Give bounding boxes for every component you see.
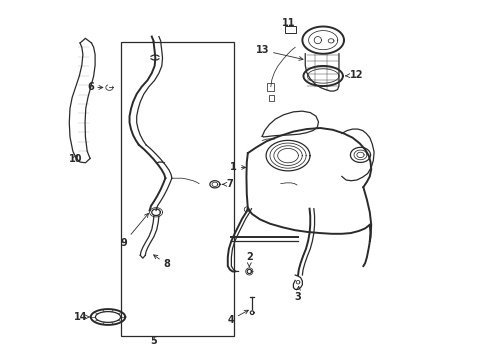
Text: 12: 12 <box>345 70 363 80</box>
Text: 13: 13 <box>256 45 303 60</box>
Text: 9: 9 <box>121 213 148 248</box>
Bar <box>270 95 274 101</box>
Text: 4: 4 <box>227 310 248 325</box>
Text: 10: 10 <box>69 154 82 164</box>
Text: 1: 1 <box>230 162 245 172</box>
Text: 2: 2 <box>246 252 253 267</box>
Text: 8: 8 <box>154 255 170 269</box>
Text: 7: 7 <box>222 179 233 189</box>
Bar <box>267 83 274 91</box>
Text: 5: 5 <box>150 336 157 346</box>
Text: 3: 3 <box>294 286 301 302</box>
Text: 6: 6 <box>87 82 103 93</box>
Bar <box>122 42 234 336</box>
Text: 11: 11 <box>282 18 295 28</box>
Text: 14: 14 <box>74 312 90 322</box>
